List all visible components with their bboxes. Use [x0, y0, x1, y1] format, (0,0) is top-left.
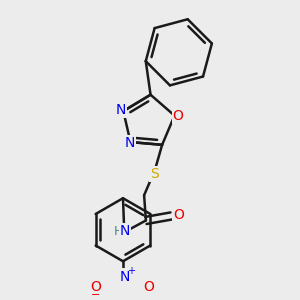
- Text: +: +: [127, 266, 135, 276]
- Text: O: O: [173, 208, 184, 222]
- Text: N: N: [124, 136, 135, 150]
- Text: H: H: [113, 225, 123, 238]
- Text: O: O: [173, 109, 184, 123]
- Text: −: −: [91, 290, 101, 300]
- Text: O: O: [91, 280, 101, 294]
- Text: S: S: [150, 167, 158, 181]
- Text: N: N: [120, 224, 130, 238]
- Text: N: N: [116, 103, 126, 117]
- Text: O: O: [143, 280, 154, 294]
- Text: N: N: [120, 270, 130, 283]
